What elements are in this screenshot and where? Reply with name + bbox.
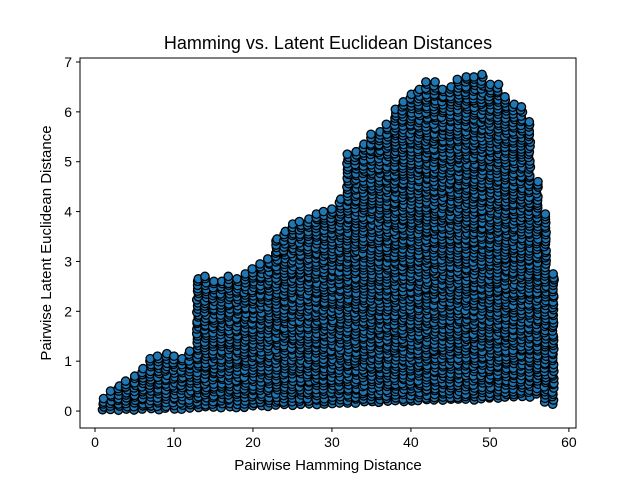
data-point [381,119,392,130]
y-tick-label: 0 [64,403,72,419]
data-point [548,269,559,279]
data-point [152,351,163,362]
data-point [421,77,431,87]
points-layer [97,69,559,416]
x-tick-label: 10 [166,434,182,450]
data-point [247,264,258,274]
data-point [430,77,440,87]
x-tick-label: 20 [245,434,261,450]
data-point [232,274,242,284]
data-point [477,69,487,80]
y-tick-label: 3 [64,253,72,269]
y-ticks: 0 1 2 3 4 5 6 7 [64,54,80,419]
data-point [327,204,337,214]
y-axis-label: Pairwise Latent Euclidean Distance [38,125,55,360]
data-point [533,176,543,187]
x-tick-label: 50 [482,434,498,450]
data-point [200,271,210,282]
data-point [262,254,273,264]
data-point [524,116,535,127]
data-point [469,72,479,82]
x-tick-label: 0 [91,434,99,450]
data-point [223,271,234,282]
data-point [366,129,376,140]
x-ticks: 0 10 20 30 40 50 60 [91,428,577,450]
x-tick-label: 30 [324,434,340,450]
data-point [169,351,179,362]
y-tick-label: 5 [64,154,72,170]
y-tick-label: 2 [64,303,72,319]
y-tick-label: 7 [64,54,72,70]
data-point [493,79,504,90]
data-point [452,74,463,85]
data-point [540,209,551,219]
x-tick-label: 60 [561,434,577,450]
chart-title: Hamming vs. Latent Euclidean Distances [164,33,492,53]
data-point [184,346,195,357]
data-point [294,216,305,227]
data-point [209,276,219,287]
y-tick-label: 1 [64,353,72,369]
x-axis-label: Pairwise Hamming Distance [234,457,422,474]
data-point [516,102,527,112]
y-tick-label: 4 [64,204,72,220]
x-tick-label: 40 [403,434,419,450]
data-point [120,376,131,386]
data-point [255,259,265,269]
data-point [500,92,510,102]
y-tick-label: 6 [64,104,72,120]
